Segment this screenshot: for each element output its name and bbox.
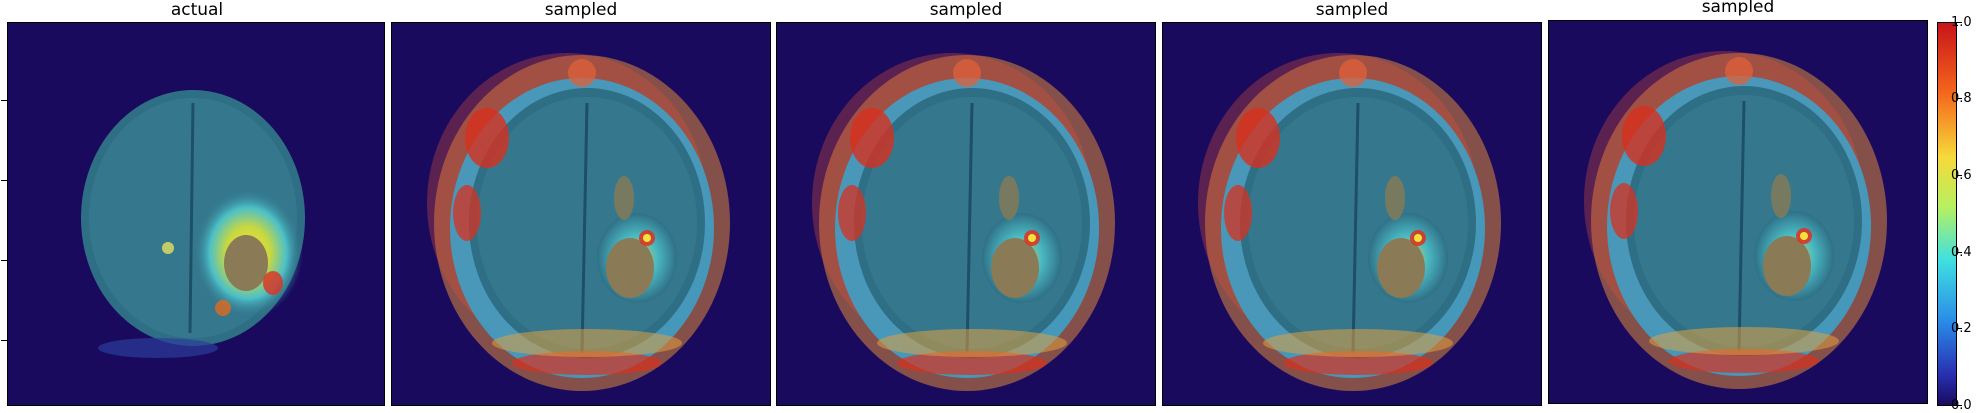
panel-title: actual [170, 0, 224, 20]
colorbar [1937, 22, 1957, 406]
colorbar-tick-label: 1.0 [1951, 15, 1972, 30]
panel-title: sampled [1315, 0, 1389, 20]
image-frame [1162, 22, 1542, 406]
brain-overlay-image [1163, 23, 1541, 405]
colorbar-tick-label: 0.2 [1951, 321, 1972, 336]
panel-title: sampled [544, 0, 618, 20]
panel-title: sampled [929, 0, 1003, 20]
colorbar-tick-label: 0.8 [1951, 91, 1972, 106]
colorbar-tick-label: 0.0 [1951, 398, 1972, 413]
image-frame [391, 22, 771, 406]
image-frame [776, 22, 1156, 406]
brain-overlay-image [8, 23, 384, 405]
colorbar-tick-label: 0.6 [1951, 168, 1972, 183]
panel-title: sampled [1701, 0, 1775, 17]
brain-overlay-image [392, 23, 770, 405]
brain-overlay-image [1549, 21, 1927, 403]
image-frame [7, 22, 385, 406]
colorbar-tick-label: 0.4 [1951, 245, 1972, 260]
image-frame [1548, 20, 1928, 404]
brain-overlay-image [777, 23, 1155, 405]
